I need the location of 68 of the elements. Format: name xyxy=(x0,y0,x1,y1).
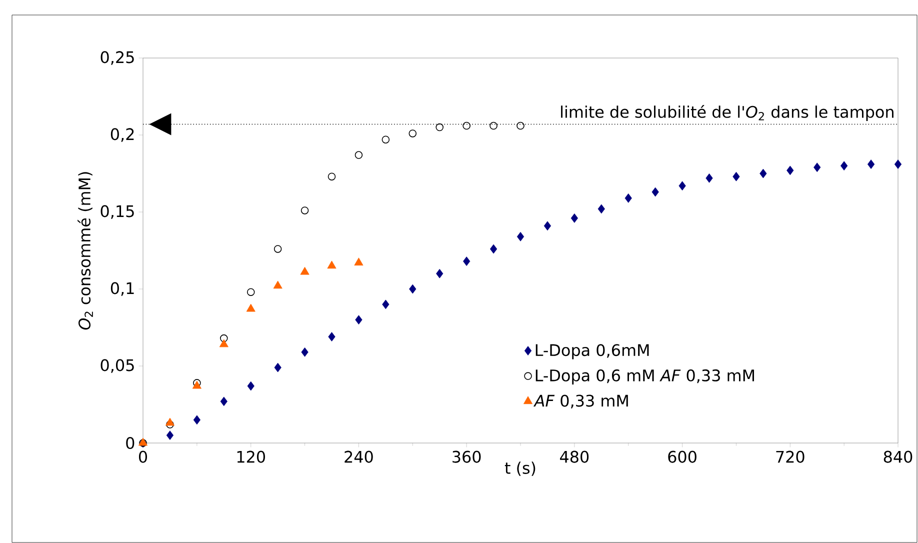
point xyxy=(193,415,200,425)
point xyxy=(786,166,794,176)
x-tick-label: 240 xyxy=(344,450,373,463)
point xyxy=(624,193,632,203)
point xyxy=(328,332,336,342)
point xyxy=(678,181,686,190)
point xyxy=(463,256,470,266)
point xyxy=(382,136,390,144)
point xyxy=(436,268,444,278)
y-tick-label: 0,1 xyxy=(110,282,134,296)
y-tick-label: 0,2 xyxy=(110,128,134,142)
point xyxy=(327,260,336,269)
point xyxy=(246,304,256,312)
x-tick-label: 360 xyxy=(452,450,481,463)
legend-label: L-Dopa 0,6mM xyxy=(536,344,649,360)
point xyxy=(300,206,309,214)
point xyxy=(220,334,228,342)
point xyxy=(382,300,390,310)
point xyxy=(436,123,444,132)
point xyxy=(490,122,498,130)
point xyxy=(247,381,254,391)
point xyxy=(328,172,336,180)
point xyxy=(732,172,740,182)
point xyxy=(706,173,713,183)
point xyxy=(220,396,228,406)
point xyxy=(516,232,524,242)
x-tick-label: 600 xyxy=(668,450,696,463)
point xyxy=(273,280,282,289)
point xyxy=(867,160,875,169)
point xyxy=(544,221,552,231)
point xyxy=(354,258,364,266)
ref-line-label: limite de solubilité de l'O$_{2}$ dans le tampon xyxy=(561,104,894,122)
legend-label: L-Dopa 0,6 mM AF 0,33 mM xyxy=(536,369,754,385)
point xyxy=(301,347,308,357)
legend-label: AF 0,33 mM xyxy=(533,394,628,408)
point xyxy=(274,245,282,253)
point xyxy=(300,266,310,275)
x-tick-label: 120 xyxy=(237,450,265,463)
point xyxy=(652,187,659,197)
point xyxy=(894,160,902,169)
x-axis-title: t (s) xyxy=(504,462,536,476)
point xyxy=(219,339,228,348)
point xyxy=(840,161,848,170)
point xyxy=(814,162,821,172)
point xyxy=(570,213,578,223)
y-axis-title: O$_{2}$ consommé (mM) xyxy=(78,172,93,330)
y-tick-label: 0,05 xyxy=(100,359,134,373)
point xyxy=(354,151,363,159)
point xyxy=(409,284,416,294)
point xyxy=(598,204,605,214)
point xyxy=(166,420,174,428)
x-tick-label: 720 xyxy=(776,450,804,463)
point xyxy=(274,362,282,372)
point xyxy=(246,288,255,296)
y-tick-label: 0 xyxy=(126,436,134,450)
point xyxy=(760,168,767,178)
y-tick-label: 0,15 xyxy=(100,205,134,219)
point xyxy=(166,430,174,440)
point xyxy=(462,122,470,130)
x-tick-label: 840 xyxy=(884,450,912,463)
x-tick-label: 480 xyxy=(560,450,589,463)
point xyxy=(355,315,362,324)
point xyxy=(408,130,417,138)
point xyxy=(165,418,174,426)
x-tick-label: 0 xyxy=(138,450,148,463)
point xyxy=(490,244,498,254)
y-tick-label: 0,25 xyxy=(100,51,134,65)
point xyxy=(516,122,524,130)
